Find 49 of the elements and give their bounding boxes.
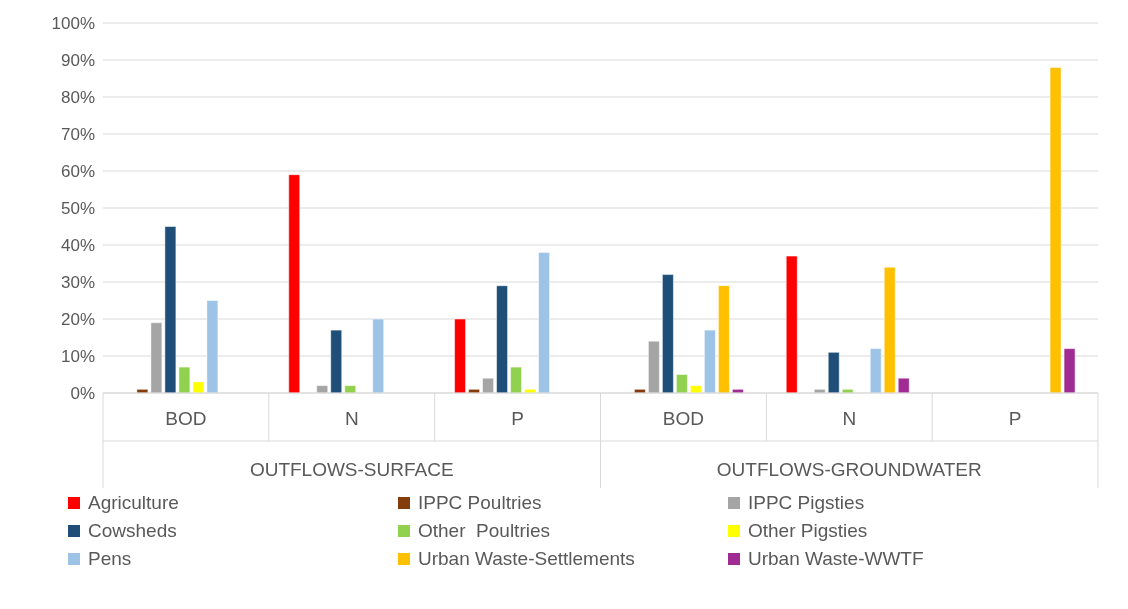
bar [883, 266, 896, 393]
x-tick-label: N [842, 408, 857, 429]
y-tick-label: 70% [60, 125, 95, 145]
y-tick-label: 30% [60, 273, 95, 293]
text: OUTFLOWS-GROUNDWATER [716, 459, 982, 480]
y-tick-label: 40% [60, 236, 95, 256]
bar [869, 348, 882, 393]
legend-label: Urban Waste-WWTF [748, 548, 924, 570]
y-tick-label: 100% [51, 14, 95, 34]
bar [718, 285, 730, 393]
y-tick-label: 0% [70, 384, 95, 404]
text: OUTFLOWS-SURFACE [249, 459, 454, 480]
bar [827, 352, 840, 393]
bar [690, 385, 702, 393]
y-tick-label: 60% [60, 162, 95, 182]
bar [316, 385, 328, 393]
legend-label: Agriculture [88, 492, 179, 514]
legend-label: Cowsheds [88, 520, 177, 542]
x-tick-label: N [344, 408, 359, 429]
x-tick-label: P [511, 408, 524, 429]
bar [704, 329, 716, 393]
x-tick-label: BOD [662, 408, 705, 429]
y-tick-label: 10% [60, 347, 95, 367]
bar [648, 340, 660, 393]
legend-label: Other Poultries [418, 520, 550, 542]
bar [372, 318, 384, 393]
bar [454, 318, 466, 393]
bar [482, 377, 494, 393]
legend-label: IPPC Poultries [418, 492, 542, 514]
legend-label: Other Pigsties [748, 520, 868, 542]
legend-label: Pens [88, 548, 132, 570]
y-tick-label: 90% [60, 51, 95, 71]
bar [510, 366, 522, 393]
legend-label: Urban Waste-Settlements [418, 548, 635, 570]
bar [330, 329, 342, 393]
bar [676, 374, 688, 393]
bar [288, 174, 300, 393]
legend-label: IPPC Pigsties [748, 492, 865, 514]
bar [538, 252, 550, 393]
bar [785, 255, 798, 393]
y-tick-label: 20% [60, 310, 95, 330]
bar [344, 385, 356, 393]
bar [897, 377, 910, 393]
bar [496, 285, 508, 393]
x-tick-label: P [1008, 408, 1022, 429]
x-tick-label: BOD [165, 408, 207, 429]
y-tick-label: 80% [60, 88, 95, 108]
y-tick-label: 50% [60, 199, 95, 219]
bar [662, 274, 674, 393]
